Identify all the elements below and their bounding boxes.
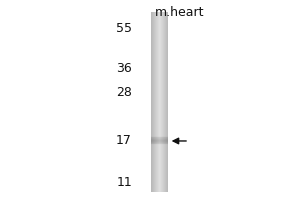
- Text: m.heart: m.heart: [155, 6, 205, 19]
- Text: 17: 17: [116, 134, 132, 147]
- Text: 11: 11: [116, 176, 132, 189]
- Text: 36: 36: [116, 62, 132, 75]
- Text: 28: 28: [116, 86, 132, 99]
- Text: 55: 55: [116, 22, 132, 35]
